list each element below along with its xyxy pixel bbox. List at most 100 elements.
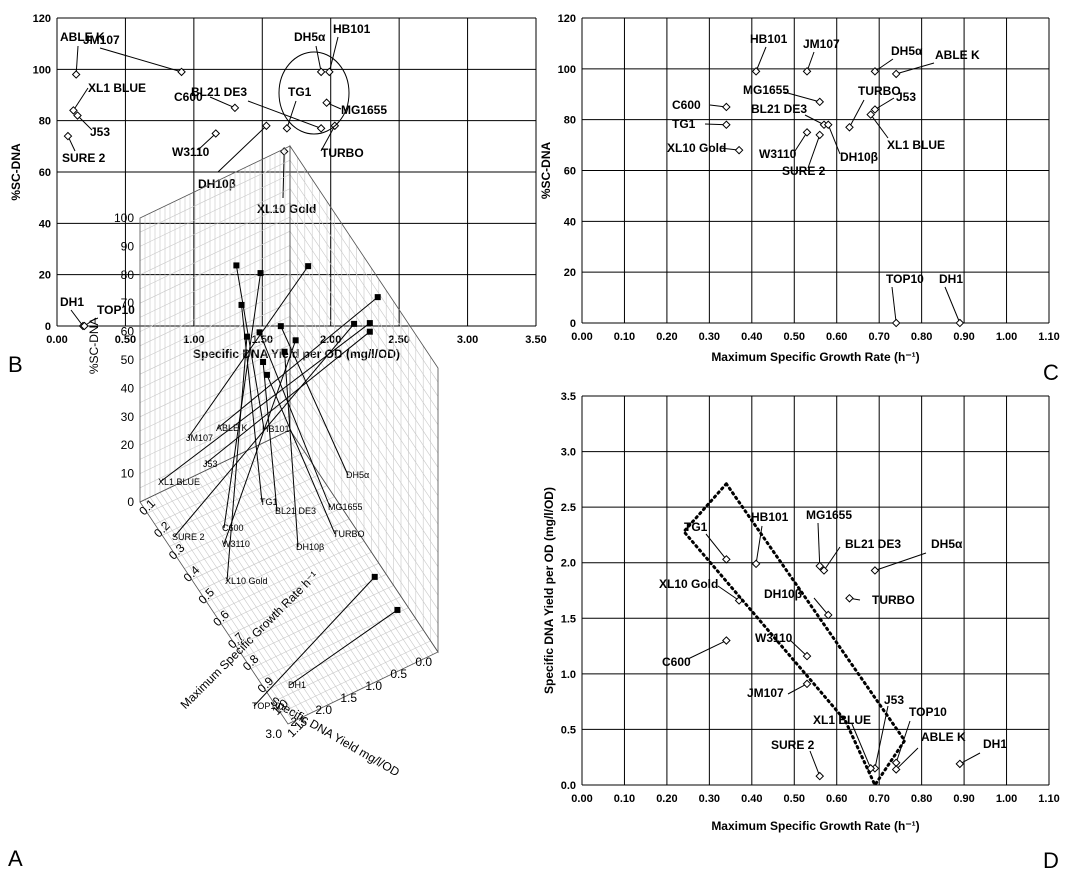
point-label-sure-2: SURE 2 bbox=[172, 532, 205, 542]
point-dh10 bbox=[823, 120, 833, 130]
point-bl21-de3 bbox=[819, 566, 829, 575]
panel-d-chart: 0.00 0.10 0.20 0.30 0.40 0.50 0.60 0.70 0.80 0.90… bbox=[542, 391, 1060, 833]
floor-gridline bbox=[176, 485, 328, 558]
wall-gridline bbox=[289, 415, 439, 638]
y-tick-label: 60 bbox=[564, 166, 576, 178]
point-label-xl10-gold: XL10 Gold bbox=[667, 141, 726, 155]
leader-line bbox=[217, 125, 267, 173]
point-tg1 bbox=[238, 301, 245, 308]
point-label-dh5: DH5α bbox=[346, 470, 369, 480]
x-tick-label: 0.00 bbox=[571, 793, 592, 805]
point-dh5 bbox=[277, 323, 284, 330]
point-label-top10: TOP10 bbox=[97, 303, 135, 317]
wall-gridline bbox=[139, 245, 291, 318]
point-tg1 bbox=[722, 555, 731, 564]
point-w3110 bbox=[802, 128, 812, 137]
floor-gridline bbox=[206, 529, 357, 603]
x-tick-label: 1.00 bbox=[183, 334, 204, 346]
wall-gridline bbox=[139, 344, 291, 418]
right-wall-outline bbox=[289, 144, 439, 654]
wall-gridline bbox=[289, 316, 439, 539]
leader-line bbox=[849, 99, 865, 128]
wall-gridline bbox=[139, 230, 291, 304]
leader-line bbox=[705, 533, 727, 560]
point-label-dh10: DH10β bbox=[764, 587, 802, 601]
point-dh5 bbox=[870, 566, 880, 575]
point-xl1-blue bbox=[866, 110, 875, 119]
point-label-hb101: HB101 bbox=[262, 424, 290, 434]
leader-line bbox=[223, 273, 262, 529]
y-tick-label: 100 bbox=[33, 64, 51, 76]
point-label-xl1-blue: XL1 BLUE bbox=[88, 81, 146, 95]
leader-line bbox=[804, 114, 825, 126]
x-tick-label: 0.40 bbox=[741, 331, 762, 343]
panel-c-chart: 0.00 0.10 0.20 0.30 0.40 0.50 0.60 0.70 0.80 0.90… bbox=[539, 13, 1060, 364]
point-mg1655 bbox=[322, 98, 331, 108]
wall-gridline bbox=[289, 287, 439, 511]
leader-line bbox=[328, 36, 339, 73]
point-label-c600: C600 bbox=[672, 98, 701, 112]
y-axis-label: %SC-DNA bbox=[539, 142, 553, 200]
y-tick-label: 3.0 bbox=[561, 447, 576, 459]
z-tick-label: 0 bbox=[127, 495, 134, 509]
point-label-dh5: DH5α bbox=[891, 44, 923, 58]
point-label-tg1: TG1 bbox=[288, 85, 312, 99]
point-label-able-k: ABLE K bbox=[60, 30, 105, 44]
point-able-k bbox=[374, 294, 381, 301]
x-tick-label: 0.00 bbox=[571, 331, 592, 343]
leader-line bbox=[259, 332, 331, 508]
point-xl10-gold bbox=[734, 145, 744, 155]
y-tick-label: 100 bbox=[558, 64, 576, 76]
floor-gridline bbox=[273, 629, 424, 703]
x-tick-label: 3.0 bbox=[265, 727, 282, 741]
z-tick-label: 40 bbox=[121, 381, 135, 395]
floor-gridline bbox=[250, 596, 402, 669]
y-tick-label: 0.5 bbox=[561, 724, 576, 736]
panel-b-chart: 0.00 0.50 1.00 1.50 2.00 2.50 3.00 3.5002040608… bbox=[9, 13, 547, 361]
x-tick-label: 0.50 bbox=[784, 793, 805, 805]
point-sure-2 bbox=[815, 130, 825, 140]
x-tick-label: 0.90 bbox=[953, 331, 974, 343]
x-tick-label: 0.80 bbox=[911, 793, 932, 805]
leader-line bbox=[809, 750, 821, 777]
wall-gridline bbox=[289, 344, 439, 567]
x-tick-label: 0.90 bbox=[953, 793, 974, 805]
y-axis-label: Specific DNA Yield per OD (mg/l/OD) bbox=[542, 487, 556, 694]
z-tick-label: 100 bbox=[114, 211, 134, 225]
leader-line bbox=[874, 97, 895, 110]
point-label-able-k: ABLE K bbox=[921, 730, 966, 744]
y-tick-label: 3.5 bbox=[561, 391, 576, 403]
z-axis-label: %SC-DNA bbox=[87, 317, 101, 374]
y-tick-label: 120 bbox=[558, 13, 576, 25]
leader-line bbox=[187, 265, 309, 439]
leader-line bbox=[755, 46, 767, 72]
point-top10 bbox=[80, 321, 89, 331]
dotted-band bbox=[681, 482, 907, 789]
x-tick-label: 0.60 bbox=[826, 331, 847, 343]
wall-gridline bbox=[289, 330, 439, 553]
panel-letter-a: A bbox=[8, 846, 23, 871]
x-tick-label: 0.0 bbox=[415, 655, 432, 669]
x-tick-label: 0.20 bbox=[656, 331, 677, 343]
point-jm107 bbox=[305, 263, 312, 270]
point-dh1 bbox=[955, 759, 965, 769]
wall-gridline bbox=[139, 259, 291, 332]
floor-gridline bbox=[147, 440, 298, 514]
y-tick-label: 20 bbox=[564, 267, 576, 279]
y-tick-label: 40 bbox=[39, 218, 51, 230]
point-w3110 bbox=[802, 651, 812, 661]
x-tick-label: 3.50 bbox=[525, 334, 546, 346]
floor-gridline bbox=[191, 507, 342, 580]
point-sure-2 bbox=[815, 771, 825, 781]
z-tick-label: 20 bbox=[121, 438, 135, 452]
point-label-dh5: DH5α bbox=[294, 30, 326, 44]
point-label-dh10: DH10β bbox=[296, 542, 324, 552]
point-w3110 bbox=[211, 129, 221, 138]
leader-line bbox=[70, 309, 84, 327]
point-xl10-gold bbox=[243, 333, 250, 340]
floor-gridline bbox=[162, 463, 313, 536]
leader-line bbox=[874, 58, 894, 72]
wall-gridline bbox=[139, 273, 291, 347]
y-tick-label: 80 bbox=[564, 115, 576, 127]
leader-line bbox=[813, 597, 829, 616]
